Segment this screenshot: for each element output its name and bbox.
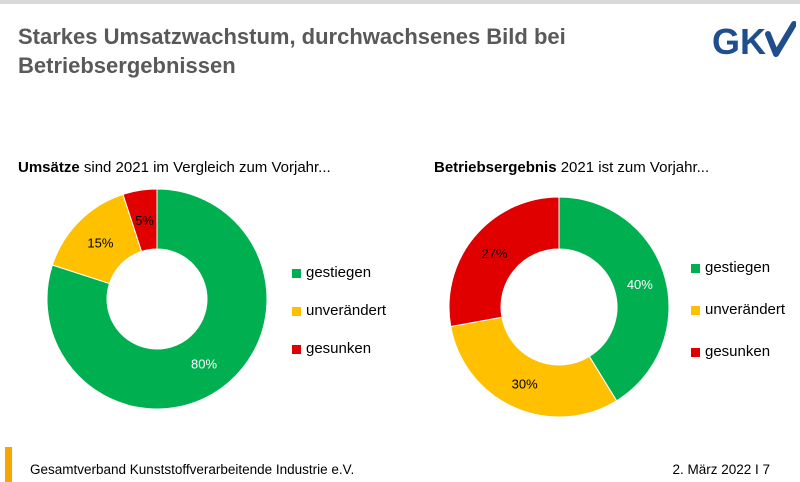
legend-label: gestiegen xyxy=(705,259,771,276)
legend-item-gesunken: gesunken xyxy=(292,340,371,357)
legend-swatch xyxy=(292,344,301,354)
svg-text:GK: GK xyxy=(712,21,766,60)
legend-item-gesunken: gesunken xyxy=(691,343,770,360)
legend-label: unverändert xyxy=(705,301,786,318)
data-label: 80% xyxy=(191,357,217,372)
footer-organization: Gesamtverband Kunststoffverarbeitende In… xyxy=(30,462,355,477)
data-label: 27% xyxy=(482,246,508,261)
legend-item-gestiegen: gestiegen xyxy=(292,264,371,281)
chart1-subtitle: Umsätze sind 2021 im Vergleich zum Vorja… xyxy=(18,159,331,176)
legend-label: gesunken xyxy=(705,343,771,360)
legend-item-unverändert: unverändert xyxy=(691,301,785,318)
legend-swatch xyxy=(292,306,301,316)
top-bar xyxy=(0,0,800,4)
data-label: 40% xyxy=(627,277,653,292)
legend-item-unverändert: unverändert xyxy=(292,302,386,319)
chart2-subtitle: Betriebsergebnis 2021 ist zum Vorjahr... xyxy=(434,159,710,176)
legend-swatch xyxy=(691,305,700,315)
legend-swatch xyxy=(292,268,301,278)
footer-accent-bar xyxy=(5,447,12,482)
donut-slice-gesunken xyxy=(448,196,560,328)
donut-slice-gestiegen xyxy=(558,196,670,402)
data-label: 30% xyxy=(512,377,538,392)
footer-date-page: 2. März 2022 I 7 xyxy=(672,462,770,477)
donut-slice-unverändert xyxy=(450,316,618,418)
legend-label: unverändert xyxy=(306,302,387,319)
legend-swatch xyxy=(691,347,700,357)
legend-label: gesunken xyxy=(306,340,372,357)
data-label: 15% xyxy=(87,235,113,250)
donut-slice-gesunken xyxy=(122,188,158,253)
donut-slice-gestiegen xyxy=(46,188,268,410)
legend-label: gestiegen xyxy=(306,264,372,281)
data-label: 5% xyxy=(135,213,154,228)
gkv-logo: GK xyxy=(712,20,797,65)
legend-swatch xyxy=(691,263,700,273)
legend-item-gestiegen: gestiegen xyxy=(691,259,770,276)
slide-title: Starkes Umsatzwachstum, durchwachsenes B… xyxy=(18,24,566,78)
